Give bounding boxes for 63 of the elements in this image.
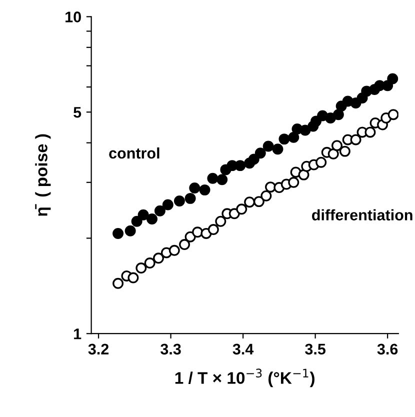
point — [253, 196, 264, 208]
point — [144, 258, 156, 269]
point — [146, 213, 158, 224]
point — [168, 244, 180, 256]
point — [174, 196, 185, 207]
point — [388, 109, 398, 120]
point — [112, 278, 124, 289]
point — [192, 226, 204, 238]
point — [216, 174, 228, 186]
point — [215, 216, 226, 227]
point — [199, 184, 210, 196]
point — [382, 80, 394, 92]
y-tick-label: 5 — [74, 107, 82, 118]
point — [138, 209, 149, 220]
point — [248, 154, 260, 165]
x-tick-label: 3.2 — [88, 344, 109, 355]
x-tick-label: 3.6 — [377, 344, 398, 355]
point — [136, 262, 147, 274]
point — [162, 199, 174, 210]
point — [208, 224, 219, 236]
point — [332, 109, 344, 120]
point — [260, 190, 272, 202]
point — [339, 146, 350, 157]
point — [272, 144, 284, 155]
point — [234, 160, 246, 172]
point — [154, 205, 166, 216]
y-tick-label: 10 — [66, 12, 81, 22]
point — [298, 169, 310, 180]
point — [228, 208, 240, 220]
point — [278, 134, 290, 145]
point — [184, 192, 196, 204]
point — [189, 182, 200, 194]
point — [131, 216, 142, 227]
x-tick-label: 3.5 — [305, 344, 326, 355]
x-tick-label: 3.4 — [232, 344, 254, 355]
text: control — [109, 147, 160, 159]
x-axis-title: 1 / T × 10$^{−3}$ (°K$^{−1}$) — [175, 368, 314, 388]
point — [179, 239, 190, 250]
point — [316, 156, 327, 168]
series-label: differentiation — [312, 209, 412, 220]
point — [324, 112, 336, 124]
point — [364, 126, 376, 138]
point — [328, 148, 339, 160]
point — [387, 73, 398, 84]
point — [288, 132, 300, 143]
point — [350, 134, 362, 146]
point — [265, 182, 276, 193]
point — [153, 252, 164, 264]
point — [124, 225, 136, 236]
y-axis-title: η̄ ( poise ) — [35, 134, 51, 216]
point — [184, 231, 196, 242]
point — [254, 148, 266, 159]
point — [288, 176, 300, 188]
point — [300, 124, 311, 136]
point — [236, 204, 248, 215]
point — [331, 140, 342, 152]
point — [207, 172, 218, 184]
y-tick-label: 1 — [74, 328, 82, 340]
point — [244, 196, 256, 208]
x-tick-label: 3.3 — [160, 344, 181, 355]
point — [262, 140, 274, 152]
point — [112, 228, 124, 239]
point — [128, 272, 139, 284]
